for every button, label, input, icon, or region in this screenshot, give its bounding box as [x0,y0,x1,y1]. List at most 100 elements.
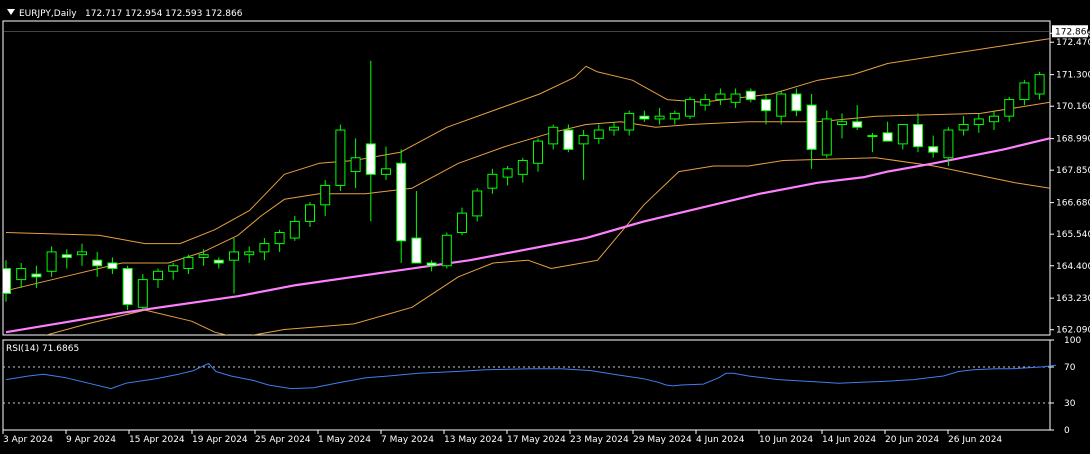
time-axis-label: 3 Apr 2024 [3,435,53,445]
candle-body [806,104,817,150]
time-axis-label: 13 May 2024 [444,435,503,445]
candle-body [1019,82,1030,101]
candle-body [259,243,270,253]
candle-body [92,259,103,267]
candle-body [3,268,11,294]
rsi-line [5,362,1057,390]
price-axis-label: 170.160 [1056,102,1090,112]
candle-body [973,118,984,125]
time-axis-label: 7 May 2024 [381,435,434,445]
candle-body [487,173,498,189]
candle-body [107,262,118,270]
time-axis-label: 17 May 2024 [507,435,566,445]
candle-body [61,254,72,258]
candle-body [730,93,741,103]
candle-body [517,159,528,175]
time-axis-label: 23 May 2024 [570,435,629,445]
candle-body [16,268,27,281]
candle-body [821,118,832,156]
candle-body [548,126,559,145]
candle-body [153,270,163,281]
candle-body [441,234,452,267]
band-lower-line [44,157,1050,335]
time-axis-label: 19 Apr 2024 [192,435,248,445]
symbol-label: EURJPY,Daily [19,9,77,19]
candle-body [563,129,574,150]
price-axis-label: 167.850 [1056,166,1090,176]
candle-body [958,123,969,131]
candle-body [624,112,635,131]
chart-menu-triangle-icon[interactable] [7,9,15,15]
candle-body [1004,99,1015,117]
rsi-pane[interactable]: 100 70 30 0 [2,336,1081,436]
candle-body [593,129,604,139]
candle-body [305,204,315,222]
candle-body [365,143,376,175]
candle-body [867,135,878,138]
rsi-axis-label: 0 [1064,426,1070,436]
time-axis-label: 10 Jun 2024 [759,435,813,445]
time-axis-label: 1 May 2024 [318,435,371,445]
time-axis-label: 14 Jun 2024 [822,435,876,445]
candle-body [852,121,863,128]
candle-body [502,168,513,178]
candle-body [289,220,300,239]
candle-body [229,251,239,261]
price-axis-label: 172.470 [1056,38,1090,48]
moving-average-line [5,137,1050,334]
candle-body [776,93,787,117]
candle-body [837,121,847,125]
candle-body [897,123,908,145]
time-axis-label: 9 Apr 2024 [66,435,116,445]
candle-body [122,268,133,306]
band-middle-line [5,101,1050,292]
price-axis-label: 163.230 [1056,294,1090,304]
candle-body [928,146,939,153]
last-price-label: 172.866 [1055,27,1090,37]
candle-body [609,126,619,131]
candle-body [381,168,391,175]
candle-body [472,190,483,217]
candle-body [1034,74,1045,95]
candle-body [46,251,57,272]
candle-body [943,129,954,159]
price-axis-label: 166.680 [1056,199,1090,209]
candle-body [168,265,179,272]
candle-body [244,251,255,256]
price-axis-label: 165.540 [1056,230,1090,240]
candle-body [578,135,589,145]
ohlc-readout: 172.717 172.954 172.593 172.866 [85,9,243,19]
last-price-box [1052,25,1088,38]
candle-body [411,237,422,264]
rsi-axis-label: 30 [1064,399,1076,409]
band-upper-line [5,38,1050,245]
candle-body [335,129,346,186]
price-axis-label: 168.990 [1056,135,1090,145]
price-pane-frame [2,20,1051,336]
candle-body [77,251,87,256]
candle-body [183,256,194,270]
candle-body [137,279,148,308]
candle-body [396,162,407,242]
time-axis-label: 15 Apr 2024 [129,435,185,445]
price-pane[interactable]: 172.866172.470 171.300 170.160 168.990 167.8… [2,20,1090,346]
price-series-group [3,38,1050,335]
candle-body [669,112,680,120]
candle-body [654,115,665,120]
candle-body [745,90,756,101]
candle-body [761,99,771,112]
candle-body [639,115,650,120]
candle-body [426,262,437,267]
time-axis-label: 20 Jun 2024 [885,435,939,445]
candle-body [31,273,42,278]
candle-body [685,99,695,117]
candle-body [274,232,285,245]
candle-body [989,115,999,123]
candle-body [700,99,711,106]
candle-body [213,259,224,264]
price-axis-label: 171.300 [1056,71,1090,81]
price-axis-label: 164.400 [1056,262,1090,272]
rsi-axis-label: 100 [1064,336,1081,346]
time-axis-label: 4 Jun 2024 [696,435,745,445]
